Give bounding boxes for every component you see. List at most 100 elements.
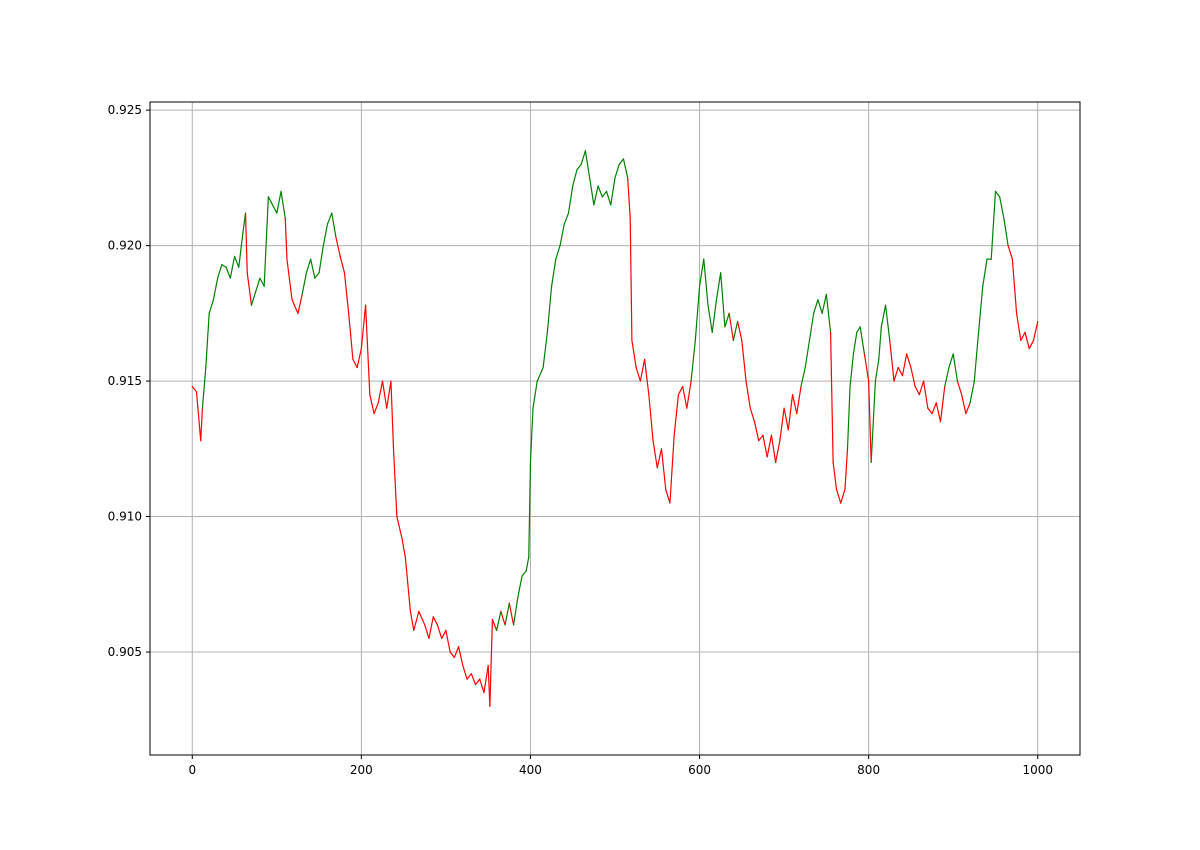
price-segment: [286, 258, 293, 301]
price-segment: [244, 212, 248, 274]
price-segment: [880, 304, 887, 328]
price-segment: [432, 616, 439, 626]
price-segment: [404, 556, 411, 612]
price-segment: [259, 277, 265, 287]
price-segment: [817, 299, 823, 314]
price-segment: [301, 272, 308, 295]
price-segment: [631, 339, 637, 369]
price-segment: [369, 394, 375, 415]
price-segment: [944, 366, 950, 388]
price-segment: [441, 629, 447, 640]
price-segment: [973, 331, 980, 382]
price-segment: [567, 185, 574, 214]
x-tick-label: 400: [519, 763, 542, 777]
x-tick-label: 0: [188, 763, 196, 777]
price-segment: [339, 255, 346, 274]
price-segment: [832, 461, 838, 491]
price-segment: [682, 385, 688, 409]
price-segment: [889, 339, 895, 382]
price-segment: [791, 394, 798, 415]
price-segment: [360, 304, 367, 350]
price-segment: [542, 331, 548, 369]
price-segment: [844, 448, 849, 491]
price-segment: [201, 366, 207, 409]
price-segment: [559, 223, 565, 247]
price-segment: [686, 380, 692, 409]
price-segment: [373, 402, 379, 415]
price-segment: [846, 385, 851, 450]
price-segment: [555, 245, 561, 260]
price-segment: [914, 385, 920, 396]
price-segment: [536, 366, 544, 382]
y-tick-label: 0.910: [108, 510, 142, 524]
price-segment: [918, 380, 925, 396]
price-segment: [673, 394, 680, 436]
price-segment: [504, 602, 510, 626]
price-segment: [715, 272, 722, 301]
price-segment: [314, 272, 320, 279]
price-segment: [893, 366, 899, 382]
price-segment: [629, 217, 633, 342]
price-segment: [652, 440, 658, 469]
price-segment: [597, 185, 603, 198]
price-segment: [956, 380, 963, 396]
price-segment: [474, 678, 481, 686]
price-segment: [413, 610, 420, 631]
price-segment: [326, 212, 333, 225]
price-segment: [665, 488, 671, 504]
price-segment: [829, 331, 834, 463]
price-segment: [200, 407, 204, 442]
price-segment: [711, 299, 718, 333]
price-segment: [952, 353, 959, 382]
y-tick-label: 0.925: [108, 103, 142, 117]
price-segment: [969, 380, 975, 404]
price-segment: [856, 326, 861, 333]
price-segment: [849, 353, 855, 388]
price-segment: [835, 488, 842, 504]
price-segment: [322, 223, 329, 247]
price-segment: [310, 258, 316, 279]
price-segment: [221, 263, 227, 268]
price-segment: [546, 285, 553, 333]
price-segment: [878, 326, 882, 361]
price-segment: [762, 434, 768, 458]
price-segment: [401, 537, 406, 558]
price-segment: [656, 448, 663, 469]
x-axis: 0 200 400 600 800 1000: [188, 755, 1053, 777]
price-segment: [965, 402, 971, 415]
price-segment: [614, 163, 620, 179]
price-segment: [999, 196, 1005, 220]
price-segment: [348, 312, 354, 361]
price-segment: [424, 624, 430, 640]
price-segment: [808, 312, 815, 342]
price-segment: [1003, 217, 1009, 247]
price-segment: [576, 163, 582, 171]
price-segment: [225, 266, 231, 279]
price-segment: [528, 461, 532, 558]
price-segment: [297, 293, 303, 314]
price-segment: [660, 448, 667, 491]
price-segment: [910, 366, 916, 388]
x-tick-label: 800: [857, 763, 880, 777]
price-segment: [305, 258, 312, 274]
price-segment: [728, 312, 734, 342]
price-segment: [694, 285, 701, 342]
price-segment: [825, 293, 832, 333]
price-segment: [804, 339, 811, 369]
price-segment: [698, 258, 705, 287]
price-segment: [489, 618, 494, 707]
price-segment: [948, 353, 954, 369]
price-segment: [922, 380, 929, 409]
price-segment: [1020, 331, 1026, 342]
price-segment: [229, 255, 236, 279]
price-segment: [935, 402, 942, 423]
price-segment: [343, 272, 350, 314]
price-segment: [470, 673, 477, 686]
price-segment: [418, 610, 426, 626]
price-segment: [517, 575, 523, 599]
y-tick-label: 0.915: [108, 374, 142, 388]
price-segment: [246, 272, 253, 306]
price-segment: [453, 646, 460, 659]
price-segment: [396, 515, 403, 539]
